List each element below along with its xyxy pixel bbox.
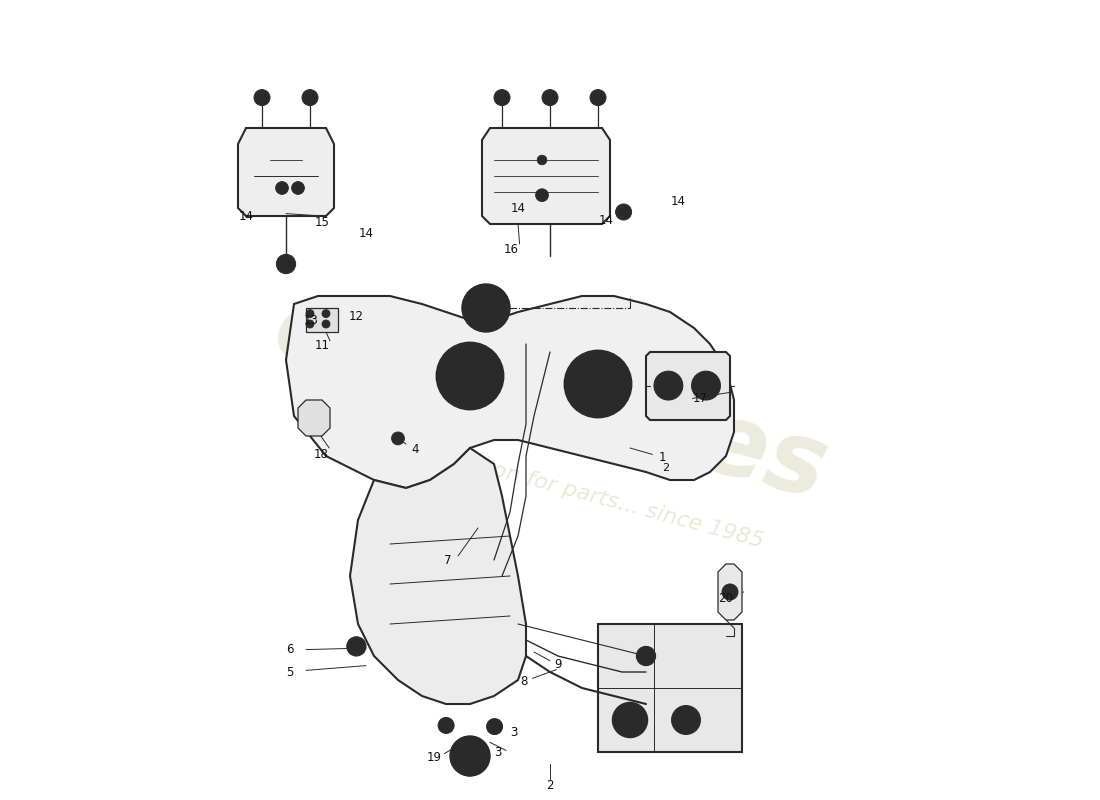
Text: 15: 15 [315,216,329,229]
Circle shape [276,254,296,274]
Text: 20: 20 [718,592,734,605]
Circle shape [392,432,405,445]
Text: 14: 14 [239,210,253,222]
Text: 2: 2 [547,779,553,792]
Circle shape [461,746,480,766]
Text: 4: 4 [411,443,419,456]
Circle shape [494,90,510,106]
Circle shape [254,90,270,106]
Circle shape [346,637,366,656]
Circle shape [322,310,330,318]
Text: 14: 14 [510,202,526,214]
Text: 3: 3 [494,746,502,758]
Text: 1: 1 [658,451,666,464]
Text: 6: 6 [286,643,294,656]
Circle shape [292,182,305,194]
Text: 8: 8 [520,675,528,688]
Circle shape [637,646,656,666]
Circle shape [654,371,683,400]
Circle shape [564,350,631,418]
Circle shape [722,584,738,600]
Circle shape [616,204,631,220]
Polygon shape [306,308,338,332]
Circle shape [672,706,701,734]
Circle shape [322,320,330,328]
Text: a passion for parts... since 1985: a passion for parts... since 1985 [415,440,766,552]
Circle shape [537,155,547,165]
Text: 3: 3 [510,726,518,738]
Circle shape [542,90,558,106]
Polygon shape [718,564,743,620]
Circle shape [437,342,504,410]
Circle shape [450,736,490,776]
Polygon shape [598,624,743,752]
Text: 2: 2 [662,463,670,473]
Text: 13: 13 [305,314,319,326]
Text: 11: 11 [315,339,330,352]
Circle shape [486,718,503,734]
Text: 9: 9 [554,658,562,670]
Circle shape [450,356,490,396]
Text: 18: 18 [314,448,329,461]
Text: 17: 17 [693,392,708,405]
Circle shape [302,90,318,106]
Text: 14: 14 [359,227,374,240]
Circle shape [590,90,606,106]
Circle shape [613,702,648,738]
Circle shape [578,364,618,404]
Circle shape [438,718,454,734]
Circle shape [536,189,549,202]
Polygon shape [482,128,610,224]
Circle shape [462,284,510,332]
Circle shape [692,371,720,400]
Polygon shape [350,448,526,704]
Text: 14: 14 [598,214,614,226]
Polygon shape [298,400,330,436]
Text: euroPares: euroPares [263,279,837,521]
Text: 5: 5 [286,666,294,678]
Text: 19: 19 [427,751,441,764]
Circle shape [276,182,288,194]
Polygon shape [238,128,334,216]
Text: 14: 14 [671,195,685,208]
Text: 16: 16 [504,243,519,256]
Circle shape [461,760,477,776]
Circle shape [306,310,313,318]
Text: 7: 7 [444,554,451,566]
Circle shape [306,320,313,328]
Text: 12: 12 [349,310,364,322]
Polygon shape [286,296,734,488]
Polygon shape [646,352,730,420]
